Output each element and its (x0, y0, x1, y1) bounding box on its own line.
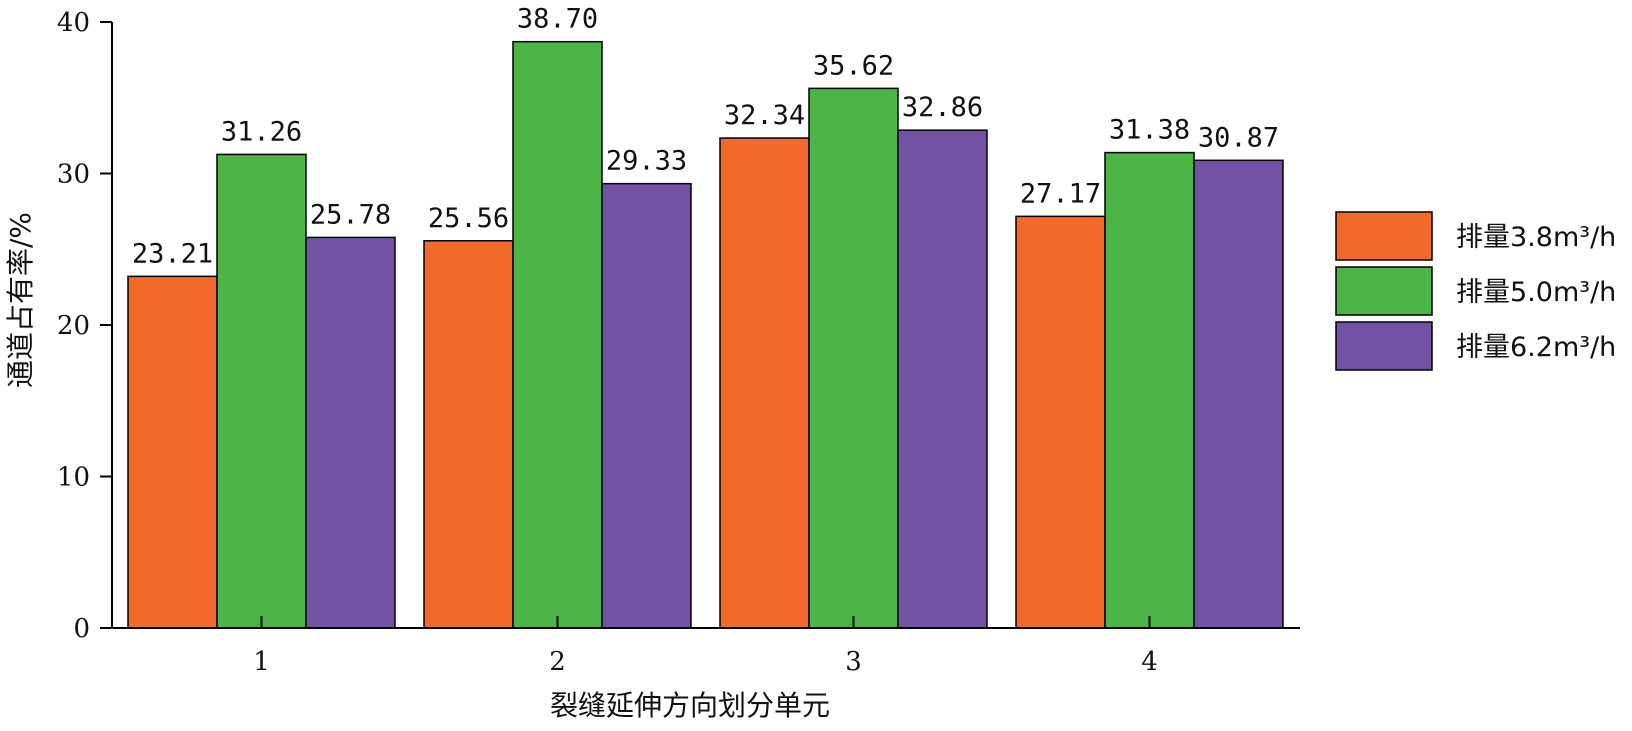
legend-swatch-series-3 (1335, 321, 1433, 371)
data-label-series-3-category-1: 25.78 (310, 199, 391, 230)
bar-series-1-category-1 (127, 275, 218, 629)
legend-label-series-3: 排量6.2m³/h (1456, 332, 1616, 363)
bar-series-1-category-2 (423, 240, 514, 629)
data-label-series-2-category-4: 31.38 (1109, 115, 1190, 146)
data-label-series-2-category-2: 38.70 (517, 4, 598, 35)
data-label-series-3-category-4: 30.87 (1198, 122, 1279, 153)
x-axis: 1 2 3 4 (112, 616, 1300, 677)
bar-series-3-category-3 (897, 129, 988, 629)
y-tick-label: 40 (57, 8, 90, 38)
bar-series-3-category-4 (1193, 159, 1284, 629)
bar-series-2-category-2 (512, 40, 603, 629)
x-axis-title: 裂缝延伸方向划分单元 (550, 689, 830, 722)
legend: 排量3.8m³/h 排量5.0m³/h 排量6.2m³/h (1335, 211, 1616, 371)
bar-series-1-category-4 (1015, 215, 1106, 629)
data-labels: 23.21 31.26 25.78 25.56 38.70 29.33 32.34 35.62… (132, 4, 1279, 270)
data-label-series-2-category-1: 31.26 (221, 116, 302, 147)
bar-series-2-category-1 (216, 153, 307, 629)
legend-label-series-2: 排量5.0m³/h (1456, 277, 1616, 308)
bar-series-3-category-2 (601, 182, 692, 629)
x-tick-label: 3 (845, 647, 862, 677)
data-label-series-1-category-1: 23.21 (132, 238, 213, 269)
y-axis-title: 通道占有率/% (4, 212, 37, 388)
plot-area: 23.21 31.26 25.78 25.56 38.70 29.33 32.34 35.62… (57, 4, 1300, 677)
bar-series-1-category-3 (719, 137, 810, 629)
bar-series-3-category-1 (305, 236, 396, 629)
data-label-series-2-category-3: 35.62 (813, 50, 894, 81)
y-tick-label: 0 (73, 614, 90, 644)
bar-series-2-category-4 (1104, 151, 1195, 629)
x-tick-label: 4 (1141, 647, 1158, 677)
y-tick-label: 10 (57, 463, 90, 493)
bar-series-2-category-3 (808, 87, 899, 629)
data-label-series-1-category-2: 25.56 (428, 203, 509, 234)
x-tick-label: 2 (549, 647, 566, 677)
data-label-series-3-category-2: 29.33 (606, 146, 687, 177)
legend-swatch-series-1 (1335, 211, 1433, 261)
y-tick-label: 20 (57, 311, 90, 341)
y-tick-label: 30 (57, 160, 90, 190)
x-tick-label: 1 (253, 647, 270, 677)
legend-swatch-series-2 (1335, 266, 1433, 316)
y-ticks: 0 10 20 30 40 (57, 8, 112, 644)
legend-label-series-1: 排量3.8m³/h (1456, 222, 1616, 253)
data-label-series-1-category-4: 27.17 (1020, 178, 1101, 209)
x-ticks: 1 2 3 4 (253, 616, 1158, 677)
data-label-series-3-category-3: 32.86 (902, 92, 983, 123)
y-axis: 0 10 20 30 40 (57, 8, 113, 644)
data-label-series-1-category-3: 32.34 (724, 100, 805, 131)
bars (127, 40, 1284, 629)
